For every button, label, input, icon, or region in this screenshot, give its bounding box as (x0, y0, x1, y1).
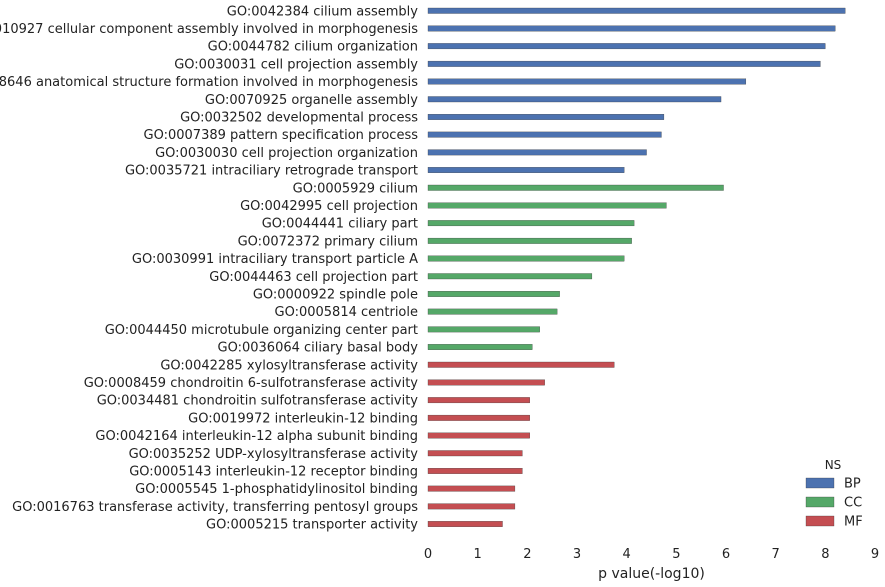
bar-10 (427, 167, 625, 173)
bar-9 (427, 149, 647, 156)
x-axis-ticks-group: 0 1 2 3 4 5 6 7 8 9 (424, 547, 879, 562)
bar-14 (427, 237, 632, 244)
bar-4 (427, 60, 821, 67)
x-tick-label-8: 8 (821, 547, 829, 562)
category-label-10: GO:0035721 intraciliary retrograde trans… (125, 164, 418, 179)
category-label-4: GO:0030031 cell projection assembly (174, 57, 418, 72)
bar-12 (427, 202, 667, 209)
category-label-26: GO:0035252 UDP-xylosyltransferase activi… (129, 447, 419, 462)
category-label-17: GO:0000922 spindle pole (253, 287, 418, 302)
bar-18 (427, 308, 558, 315)
bar-1 (427, 7, 846, 14)
bar-6 (427, 96, 722, 103)
category-label-9: GO:0030030 cell projection organization (155, 146, 418, 161)
category-label-13: GO:0044441 ciliary part (262, 217, 418, 232)
x-tick-label-2: 2 (523, 547, 531, 562)
legend-title: NS (825, 458, 842, 472)
legend-label-mf: MF (844, 515, 863, 530)
bar-7 (427, 114, 665, 120)
category-label-5: GO:0048646 anatomical structure formatio… (0, 75, 418, 90)
category-labels-group: GO:0042384 cilium assembly GO:0010927 cel… (0, 4, 418, 532)
x-tick-label-0: 0 (424, 547, 432, 562)
category-label-25: GO:0042164 interleukin-12 alpha subunit … (95, 429, 418, 444)
legend-swatch-cc (805, 496, 835, 508)
bar-20 (427, 344, 533, 350)
category-label-22: GO:0008459 chondroitin 6-sulfotransferas… (84, 376, 419, 391)
category-label-20: GO:0036064 ciliary basal body (218, 341, 419, 356)
category-label-27: GO:0005143 interleukin-12 receptor bindi… (129, 464, 418, 479)
x-tick-label-7: 7 (772, 547, 780, 562)
x-tick-label-3: 3 (573, 547, 581, 562)
bar-21 (427, 361, 615, 368)
bar-2 (427, 25, 836, 32)
category-label-23: GO:0034481 chondroitin sulfotransferase … (97, 394, 419, 409)
bar-27 (427, 468, 523, 474)
bar-16 (427, 273, 593, 280)
category-label-24: GO:0019972 interleukin-12 binding (188, 411, 418, 426)
bar-15 (427, 255, 625, 262)
bar-24 (427, 414, 530, 421)
bar-11 (427, 184, 724, 191)
category-label-30: GO:0005215 transporter activity (206, 518, 418, 533)
category-label-21: GO:0042285 xylosyltransferase activity (160, 358, 418, 373)
bar-19 (427, 326, 540, 333)
x-axis-title: p value(-log10) (598, 566, 705, 582)
bar-29 (427, 503, 516, 510)
category-label-16: GO:0044463 cell projection part (209, 270, 418, 285)
bar-13 (427, 220, 635, 227)
bars-group (427, 7, 846, 527)
category-label-29: GO:0016763 transferase activity, transfe… (12, 500, 418, 515)
category-label-7: GO:0032502 developmental process (180, 110, 418, 125)
x-tick-label-5: 5 (672, 547, 680, 562)
category-label-14: GO:0072372 primary cilium (238, 234, 418, 249)
bar-5 (427, 78, 747, 85)
category-label-2: GO:0010927 cellular component assembly i… (0, 22, 418, 37)
category-label-18: GO:0005814 centriole (275, 305, 419, 320)
bar-8 (427, 131, 662, 138)
category-label-11: GO:0005929 cilium (293, 181, 418, 196)
legend-label-cc: CC (844, 496, 862, 511)
bar-3 (427, 43, 826, 50)
bar-30 (427, 521, 503, 527)
bar-22 (427, 379, 545, 386)
category-label-15: GO:0030991 intraciliary transport partic… (132, 252, 418, 267)
category-label-1: GO:0042384 cilium assembly (227, 4, 419, 19)
bar-26 (427, 450, 523, 457)
category-label-6: GO:0070925 organelle assembly (205, 93, 418, 108)
category-label-3: GO:0044782 cilium organization (208, 40, 418, 55)
x-tick-label-1: 1 (474, 547, 482, 562)
legend-label-bp: BP (844, 477, 861, 492)
x-tick-label-9: 9 (871, 547, 879, 562)
bar-25 (427, 432, 530, 439)
legend: NS BP CC MF (805, 458, 863, 530)
legend-swatch-bp (805, 477, 835, 489)
bar-28 (427, 485, 516, 492)
bar-17 (427, 291, 560, 297)
legend-swatch-mf (805, 515, 835, 527)
x-tick-label-6: 6 (722, 547, 730, 562)
category-label-19: GO:0044450 microtubule organizing center… (105, 323, 418, 338)
category-label-12: GO:0042995 cell projection (240, 199, 418, 214)
category-label-28: GO:0005545 1-phosphatidylinositol bindin… (135, 482, 418, 497)
x-tick-label-4: 4 (623, 547, 631, 562)
bar-23 (427, 397, 530, 404)
category-label-8: GO:0007389 pattern specification process (144, 128, 419, 143)
